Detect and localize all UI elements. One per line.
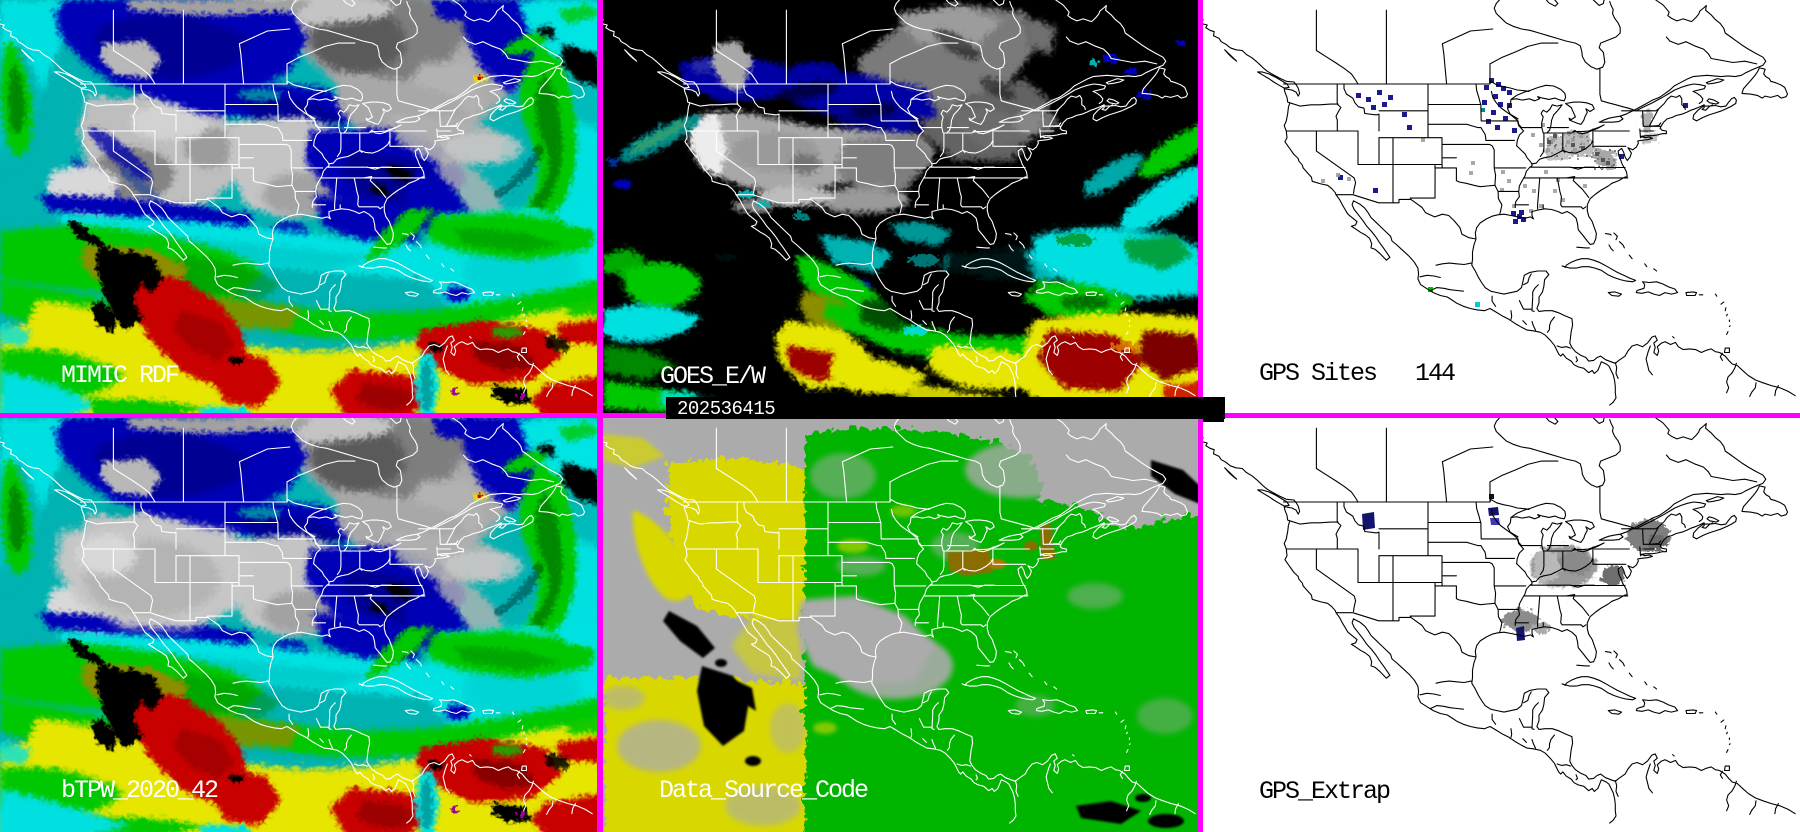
svg-text:MIMIC RDF: MIMIC RDF: [61, 361, 179, 390]
svg-text:GPS Sites 144: GPS Sites 144: [1259, 359, 1455, 388]
svg-text:Data_Source_Code: Data_Source_Code: [659, 776, 868, 805]
svg-text:202536415: 202536415: [677, 398, 775, 420]
svg-text:GPS_Extrap: GPS_Extrap: [1259, 777, 1390, 806]
svg-text:bTPW_2020_42: bTPW_2020_42: [61, 776, 218, 805]
svg-text:GOES_E/W: GOES_E/W: [660, 362, 766, 391]
